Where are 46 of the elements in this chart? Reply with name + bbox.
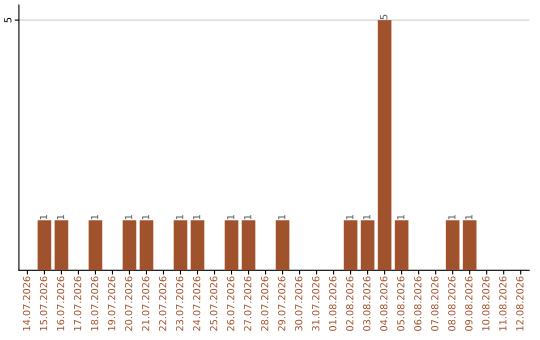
x-tick-label: 03.08.2026: [363, 276, 370, 331]
x-tick-label: 25.07.2026: [210, 276, 218, 331]
data-label: 1: [363, 214, 370, 220]
x-tick-label: 24.07.2026: [192, 276, 200, 331]
data-label: 1: [278, 214, 286, 220]
data-label: 5: [380, 14, 388, 20]
data-label: 1: [40, 214, 48, 220]
data-label: 1: [346, 214, 354, 220]
x-tick-label: 31.07.2026: [312, 276, 320, 331]
x-tick-label: 26.07.2026: [226, 276, 234, 331]
x-tick-label: 08.08.2026: [448, 276, 456, 331]
x-tick-label: 14.07.2026: [22, 276, 30, 330]
x-tick-label: 23.07.2026: [176, 276, 184, 331]
x-tick-label: 12.08.2026: [516, 276, 524, 330]
x-tick-label: 18.07.2026: [90, 276, 98, 330]
x-tick-label: 11.08.2026: [499, 276, 507, 330]
x-tick-label: 22.07.2026: [158, 276, 166, 331]
x-tick-label: 01.08.2026: [329, 276, 336, 331]
x-tick-label: 16.07.2026: [56, 276, 64, 330]
data-label: 1: [57, 214, 64, 220]
x-tick-label: 19.07.2026: [108, 276, 116, 330]
data-label: 1: [244, 214, 252, 220]
x-tick-label: 02.08.2026: [346, 276, 354, 331]
x-tick-label: 30.07.2026: [295, 276, 302, 331]
x-tick-label: 15.07.2026: [40, 276, 48, 330]
x-tick-label: 09.08.2026: [465, 276, 472, 331]
x-tick-label: 17.07.2026: [74, 276, 82, 330]
x-tick-label: 21.07.2026: [142, 276, 150, 331]
data-label: 1: [142, 214, 150, 220]
x-tick-label: 29.07.2026: [278, 276, 286, 331]
x-tick-label: 27.07.2026: [244, 276, 252, 331]
data-label: 1: [125, 214, 132, 220]
x-tick-label: 28.07.2026: [261, 276, 268, 331]
data-label: 1: [193, 214, 200, 220]
data-label: 1: [176, 214, 184, 220]
x-tick-label: 20.07.2026: [124, 276, 132, 331]
x-tick-label: 04.08.2026: [380, 276, 388, 331]
x-tick-label: 10.08.2026: [482, 276, 490, 330]
data-label: 1: [448, 214, 456, 220]
data-label: 1: [397, 214, 404, 220]
x-tick-label: 06.08.2026: [414, 276, 422, 331]
x-tick-label: 07.08.2026: [431, 276, 438, 331]
data-label: 1: [227, 214, 234, 220]
data-label: 1: [465, 214, 472, 220]
data-label: 1: [91, 214, 98, 220]
x-tick-label: 05.08.2026: [397, 276, 404, 331]
